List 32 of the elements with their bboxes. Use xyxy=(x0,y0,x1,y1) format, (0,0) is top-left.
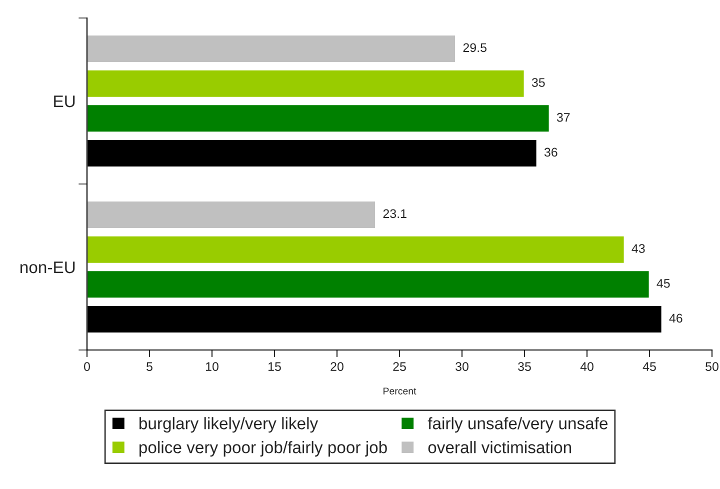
x-tick-label: 45 xyxy=(642,362,656,371)
data-label: 36 xyxy=(544,148,558,157)
y-tick-label: EU xyxy=(54,96,75,108)
data-label: 46 xyxy=(669,314,682,323)
bar xyxy=(87,104,550,134)
data-label: 23.1 xyxy=(383,209,406,218)
legend-label: police very poor job/fairly poor job xyxy=(140,441,387,457)
data-label: 35 xyxy=(532,78,545,87)
data-label: 37 xyxy=(556,112,570,122)
legend-label: overall victimisation xyxy=(428,441,572,454)
data-label: 45 xyxy=(656,279,670,288)
legend-label: fairly unsafe/very unsafe xyxy=(428,417,608,433)
bar xyxy=(87,34,456,64)
x-tick-label: 35 xyxy=(518,362,531,371)
x-axis-title: Percent xyxy=(384,388,416,394)
legend-label: burglary likely/very likely xyxy=(140,417,318,433)
x-tick-label: 20 xyxy=(330,362,344,371)
x-tick-label: 25 xyxy=(393,362,406,371)
x-tick-label: 10 xyxy=(206,362,218,371)
bar xyxy=(87,234,626,264)
x-tick-label: 5 xyxy=(146,362,152,371)
bar xyxy=(87,270,650,300)
bar xyxy=(87,200,376,230)
x-tick-label: 0 xyxy=(84,362,90,371)
data-label: 29.5 xyxy=(463,43,486,52)
x-tick-label: 15 xyxy=(268,362,281,371)
bar xyxy=(87,68,526,98)
x-tick-label: 40 xyxy=(580,362,594,371)
y-tick-label: non-EU xyxy=(20,262,75,274)
x-tick-label: 50 xyxy=(706,362,718,371)
data-label: 43 xyxy=(632,244,645,253)
x-tick-label: 30 xyxy=(456,362,468,371)
